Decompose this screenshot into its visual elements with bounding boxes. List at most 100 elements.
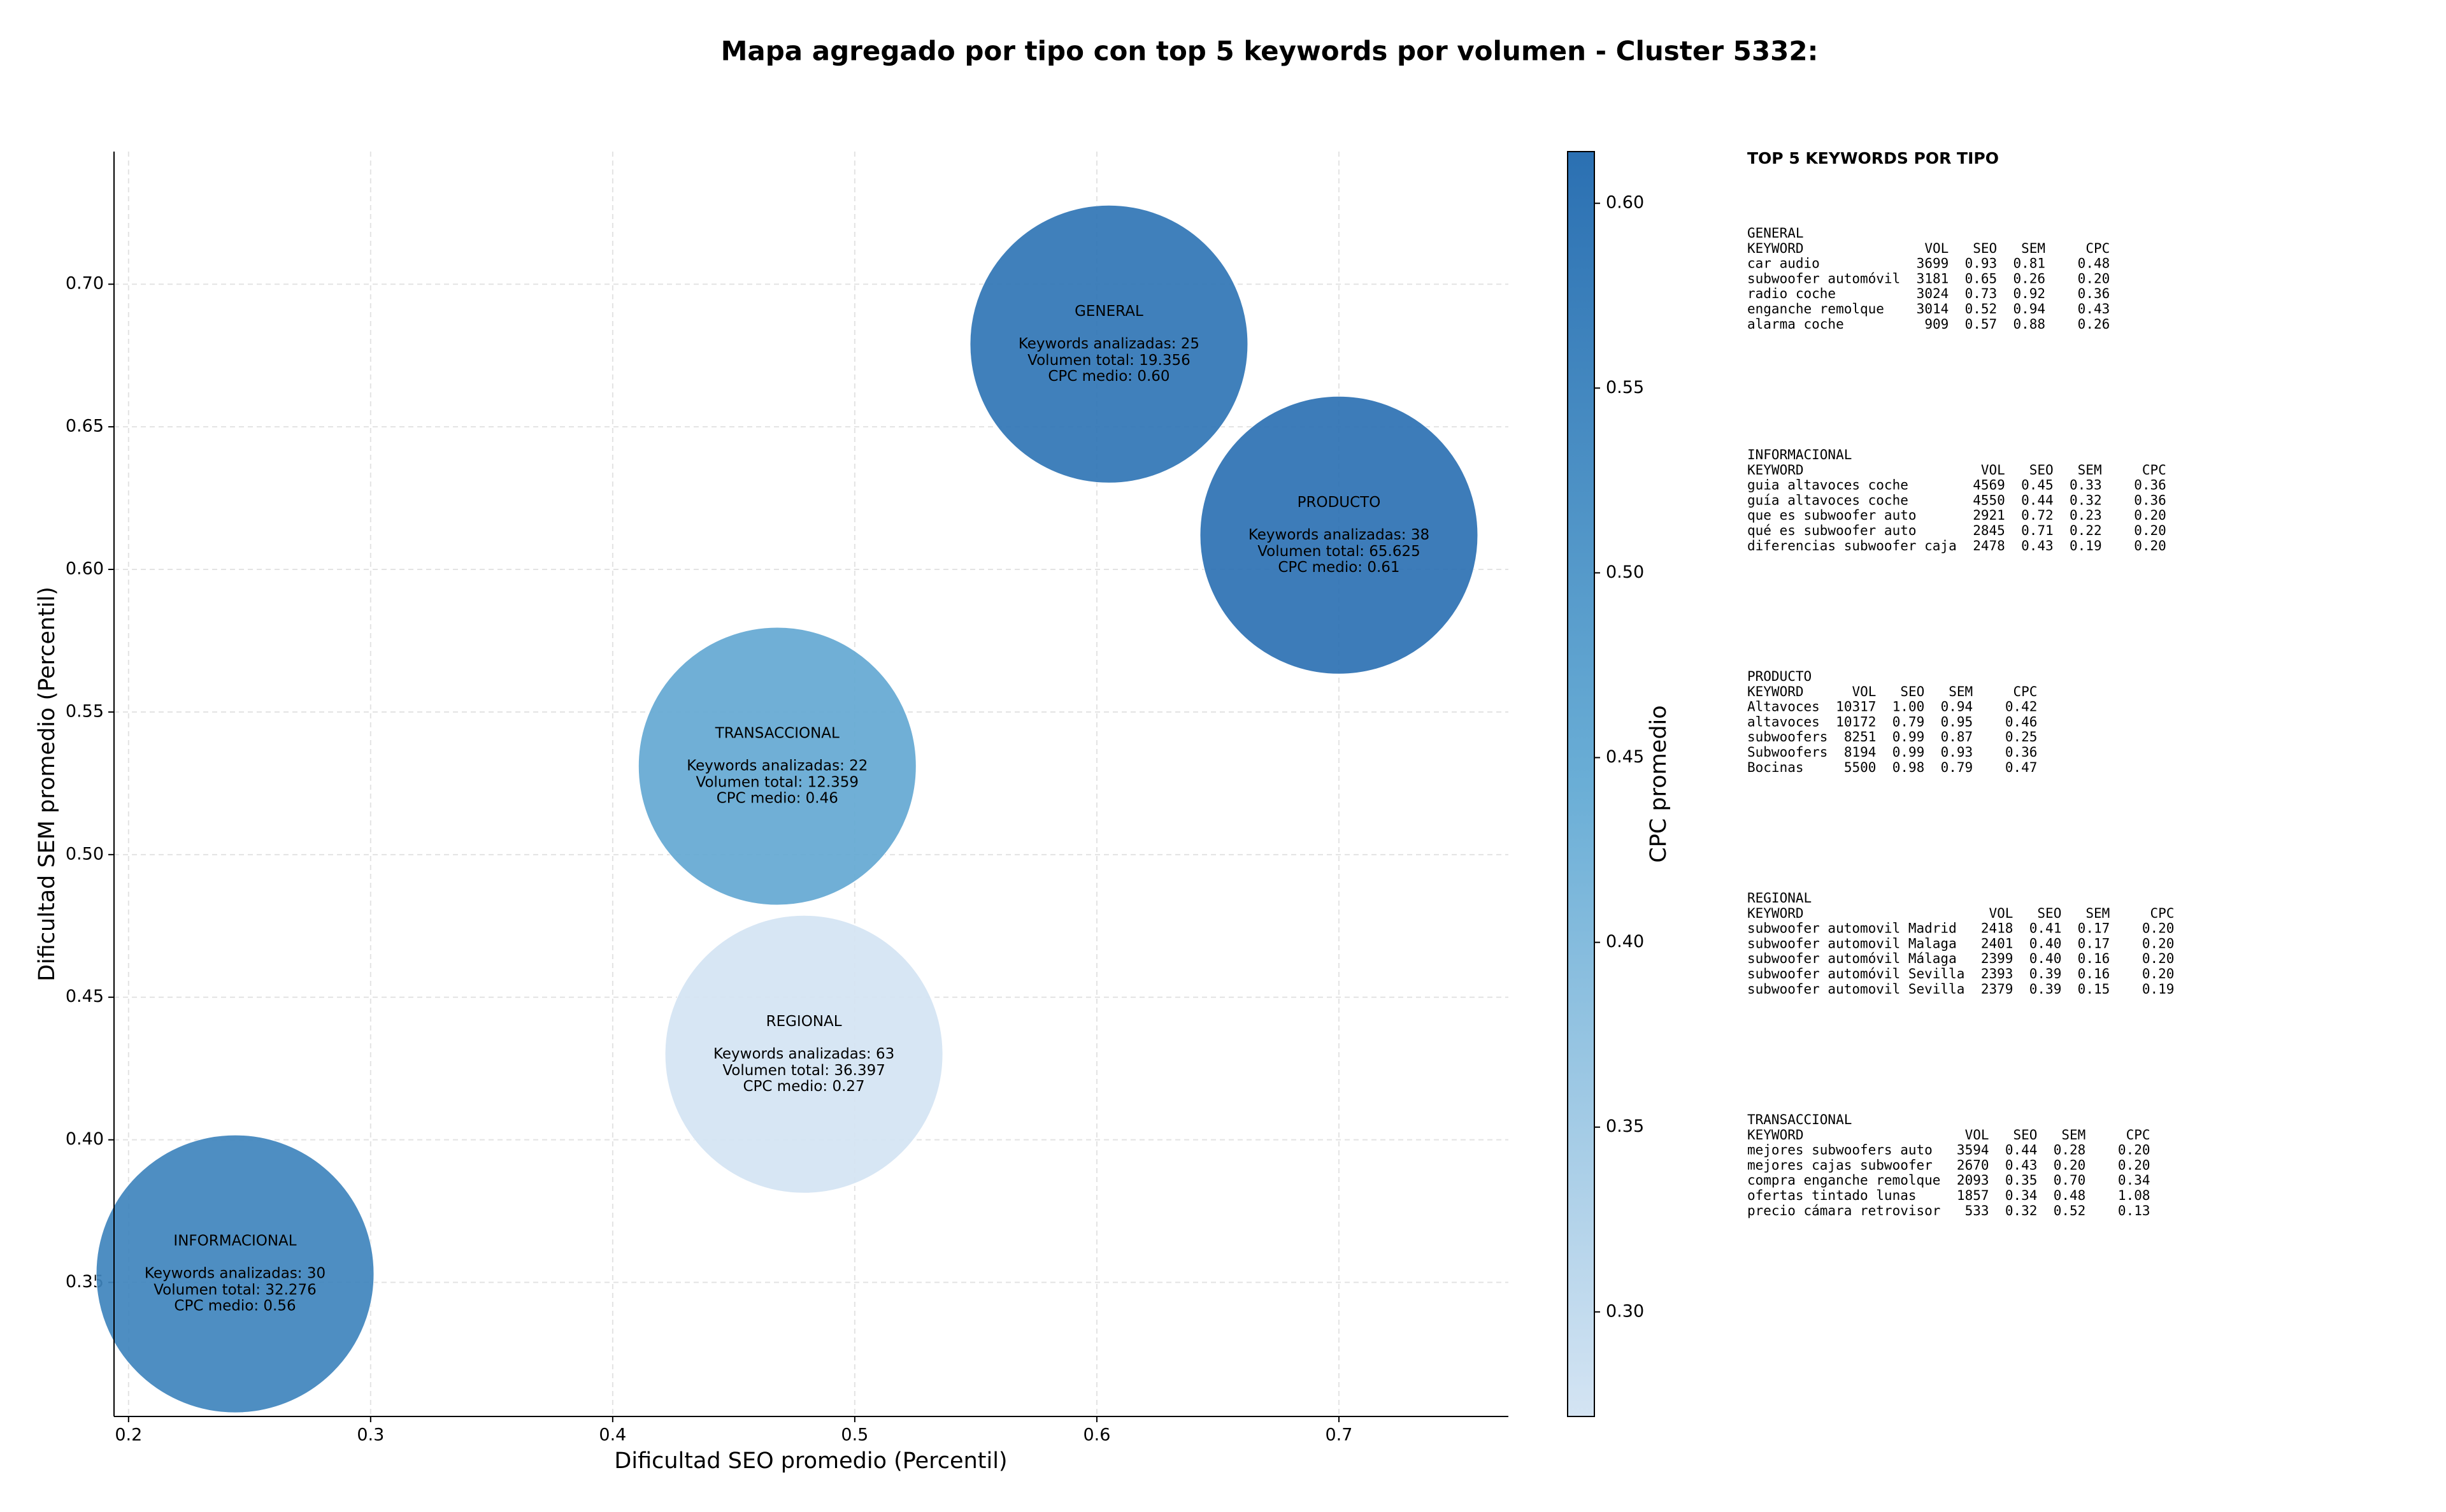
colorbar	[1567, 151, 1595, 1417]
column-header: SEO	[2029, 462, 2054, 478]
column-header: CPC	[2150, 906, 2175, 921]
keyword-cell: mejores subwoofers auto	[1747, 1143, 1933, 1158]
metric-cell: 0.72	[2021, 508, 2054, 523]
bubble-name: REGIONAL	[766, 1013, 842, 1030]
metric-cell: 0.47	[2005, 760, 2038, 775]
metric-cell: 0.73	[1965, 286, 1998, 301]
keyword-cell: ofertas tintado lunas	[1747, 1188, 1917, 1203]
metric-cell: 0.95	[1941, 714, 1973, 729]
metric-cell: 0.25	[2005, 729, 2038, 745]
metric-cell: 0.20	[2142, 966, 2175, 981]
metric-cell: 0.34	[2005, 1188, 2038, 1203]
colorbar-tick-label: 0.45	[1606, 747, 1644, 767]
colorbar-tick-label: 0.40	[1606, 932, 1644, 952]
metric-cell: 0.28	[2054, 1143, 2086, 1158]
colorbar-tick-label: 0.35	[1606, 1116, 1644, 1136]
metric-cell: 0.34	[2118, 1173, 2150, 1188]
bubble	[96, 1134, 375, 1413]
column-header: KEYWORD	[1747, 1127, 1804, 1143]
bubble-annotation: Volumen total: 36.397	[722, 1062, 885, 1079]
keyword-cell: precio cámara retrovisor	[1747, 1203, 1940, 1218]
metric-cell: 0.32	[2005, 1203, 2038, 1218]
metric-cell: 0.20	[2142, 921, 2175, 936]
column-header: SEM	[2021, 241, 2045, 256]
metric-cell: 0.16	[2078, 951, 2110, 966]
keyword-cell: Altavoces	[1747, 699, 1820, 715]
keyword-cell: radio coche	[1747, 286, 1836, 301]
keyword-cell: compra enganche remolque	[1747, 1173, 1940, 1188]
metric-cell: 0.48	[2054, 1188, 2086, 1203]
column-header: SEO	[1900, 684, 1924, 699]
metric-cell: 3594	[1957, 1143, 1989, 1158]
column-header: KEYWORD	[1747, 241, 1804, 256]
bubble-name: INFORMACIONAL	[173, 1233, 296, 1250]
x-axis-label: Dificultad SEO promedio (Percentil)	[614, 1448, 1007, 1474]
column-header: SEM	[2078, 462, 2102, 478]
bubble-annotation: Volumen total: 65.625	[1257, 543, 1420, 560]
metric-cell: 0.79	[1941, 760, 1973, 775]
y-tick-label: 0.65	[66, 417, 104, 436]
keyword-cell: car audio	[1747, 256, 1820, 271]
metric-cell: 0.20	[2142, 936, 2175, 951]
x-tick-label: 0.5	[841, 1425, 868, 1445]
metric-cell: 0.20	[2134, 523, 2166, 538]
bubble-name: GENERAL	[1075, 303, 1143, 320]
metric-cell: 8251	[1844, 729, 1877, 745]
block-name: INFORMACIONAL	[1747, 447, 1852, 462]
metric-cell: 0.19	[2142, 981, 2175, 997]
metric-cell: 0.17	[2078, 921, 2110, 936]
bubble-annotation: Keywords analizadas: 25	[1019, 336, 1199, 352]
keyword-cell: guia altavoces coche	[1747, 478, 1908, 493]
metric-cell: 2670	[1957, 1157, 1989, 1173]
keyword-cell: que es subwoofer auto	[1747, 508, 1917, 523]
column-header: KEYWORD	[1747, 462, 1804, 478]
metric-cell: 3181	[1917, 271, 1949, 286]
column-header: SEM	[2061, 1127, 2085, 1143]
metric-cell: 0.45	[2021, 478, 2054, 493]
block-name: TRANSACCIONAL	[1747, 1112, 1852, 1127]
bubble-annotation: CPC medio: 0.61	[1278, 559, 1399, 576]
column-header: CPC	[2142, 462, 2166, 478]
y-tick-label: 0.40	[66, 1129, 104, 1149]
metric-cell: 3699	[1917, 256, 1949, 271]
metric-cell: 0.43	[2021, 538, 2054, 553]
x-tick-label: 0.7	[1325, 1425, 1352, 1445]
metric-cell: 0.99	[1892, 745, 1925, 760]
chart-title: Mapa agregado por tipo con top 5 keyword…	[721, 36, 1819, 67]
metric-cell: 0.94	[2013, 301, 2045, 317]
metric-cell: 0.81	[2013, 256, 2045, 271]
keyword-cell: subwoofer automóvil Málaga	[1747, 951, 1957, 966]
bubble	[664, 915, 943, 1194]
metric-cell: 0.20	[2078, 271, 2110, 286]
metric-cell: 0.16	[2078, 966, 2110, 981]
metric-cell: 0.57	[1965, 317, 1998, 332]
bubble-annotation: Volumen total: 19.356	[1027, 352, 1191, 369]
metric-cell: 0.93	[1941, 745, 1973, 760]
metric-cell: 0.48	[2078, 256, 2110, 271]
metric-cell: 0.36	[2005, 745, 2038, 760]
block-name: PRODUCTO	[1747, 669, 1812, 684]
metric-cell: 0.52	[2054, 1203, 2086, 1218]
metric-cell: 0.20	[2054, 1157, 2086, 1173]
keyword-cell: subwoofer automovil Madrid	[1747, 921, 1957, 936]
metric-cell: 1.08	[2118, 1188, 2150, 1203]
metric-cell: 2418	[1981, 921, 2013, 936]
bubble	[638, 627, 917, 906]
keyword-cell: subwoofer automovil Malaga	[1747, 936, 1957, 951]
metric-cell: 0.42	[2005, 699, 2038, 715]
metric-cell: 0.19	[2070, 538, 2102, 553]
column-header: VOL	[1924, 241, 1949, 256]
keyword-cell: Subwoofers	[1747, 745, 1827, 760]
bubble	[969, 204, 1248, 483]
metric-cell: 0.46	[2005, 714, 2038, 729]
metric-cell: 5500	[1844, 760, 1877, 775]
metric-cell: 2399	[1981, 951, 2013, 966]
column-header: KEYWORD	[1747, 684, 1804, 699]
colorbar-tick-label: 0.30	[1606, 1301, 1644, 1321]
column-header: CPC	[2126, 1127, 2150, 1143]
keyword-cell: Bocinas	[1747, 760, 1804, 775]
metric-cell: 1.00	[1892, 699, 1925, 715]
metric-cell: 0.20	[2118, 1157, 2150, 1173]
metric-cell: 0.20	[2134, 508, 2166, 523]
